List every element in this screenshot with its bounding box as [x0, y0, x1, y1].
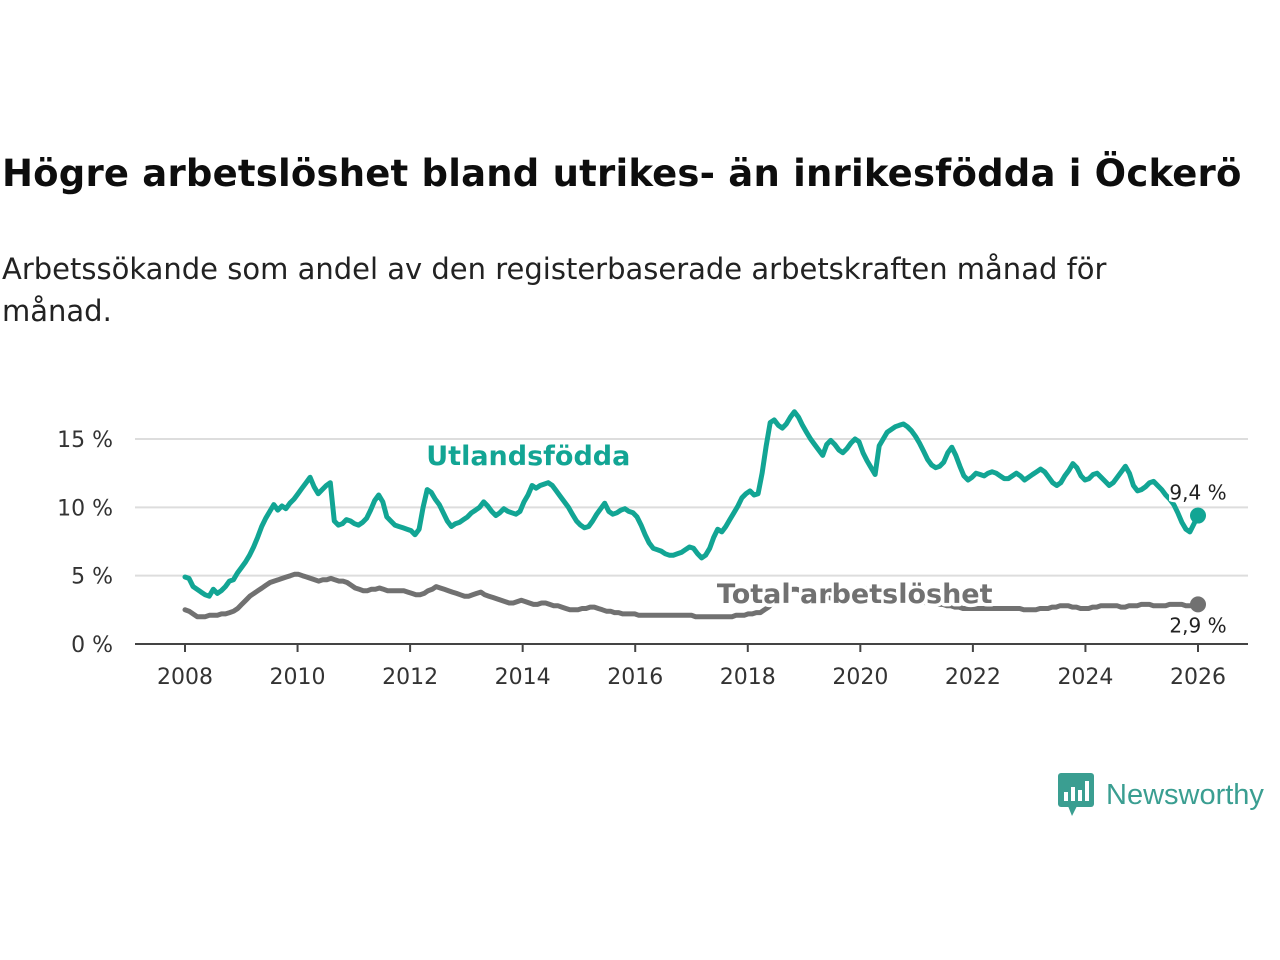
series-line-total-arbetslöshet: [182, 571, 1201, 620]
newsworthy-logo: Newsworthy: [1058, 773, 1264, 817]
series-end-value-label: 2,9 %: [1169, 613, 1226, 637]
x-tick-label: 2024: [1057, 665, 1113, 690]
x-tick-label: 2010: [270, 665, 326, 690]
x-tick-label: 2026: [1170, 665, 1226, 690]
series-end-point: [1190, 596, 1206, 613]
brand-name: Newsworthy: [1106, 778, 1264, 811]
x-tick-label: 2020: [832, 665, 888, 690]
x-tick-label: 2012: [382, 665, 438, 690]
x-tick-label: 2014: [495, 665, 551, 690]
chart-subtitle: Arbetssökande som andel av den registerb…: [2, 252, 1107, 328]
x-axis-ticks: 2008 2010 2012 2014 2016 2018 2020 2022 2024 2026: [157, 644, 1226, 690]
x-tick-label: 2018: [720, 665, 776, 690]
series-end-value-label: 9,4 %: [1169, 481, 1226, 505]
x-tick-label: 2016: [607, 665, 663, 690]
gridlines: [135, 438, 1248, 645]
x-tick-label: 2008: [157, 665, 213, 690]
newsworthy-chart-icon: [1058, 773, 1094, 816]
chart-title: Högre arbetslöshet bland utrikes- än inr…: [2, 152, 1242, 195]
series-labels: Utlandsfödda 9,4 % Total arbetslöshet 2,9 %: [426, 441, 1229, 640]
series-end-point: [1190, 507, 1206, 524]
y-tick-label: 10 %: [57, 496, 113, 521]
line-chart: 0 %5 %10 %15 % 2008 2010 2012 2014 2016 2018 2…: [57, 409, 1248, 690]
series-name-label: Utlandsfödda: [426, 441, 630, 472]
series-name-label: Total arbetslöshet: [717, 579, 993, 610]
x-tick-label: 2022: [945, 665, 1001, 690]
y-tick-label: 5 %: [71, 565, 113, 590]
y-tick-label: 0 %: [71, 633, 113, 658]
series-line-utlandsfödda: [182, 409, 1201, 599]
y-axis-ticks: 0 % 5 % 10 % 15 %: [57, 428, 113, 658]
series-lines: [182, 409, 1206, 620]
y-tick-label: 15 %: [57, 428, 113, 453]
